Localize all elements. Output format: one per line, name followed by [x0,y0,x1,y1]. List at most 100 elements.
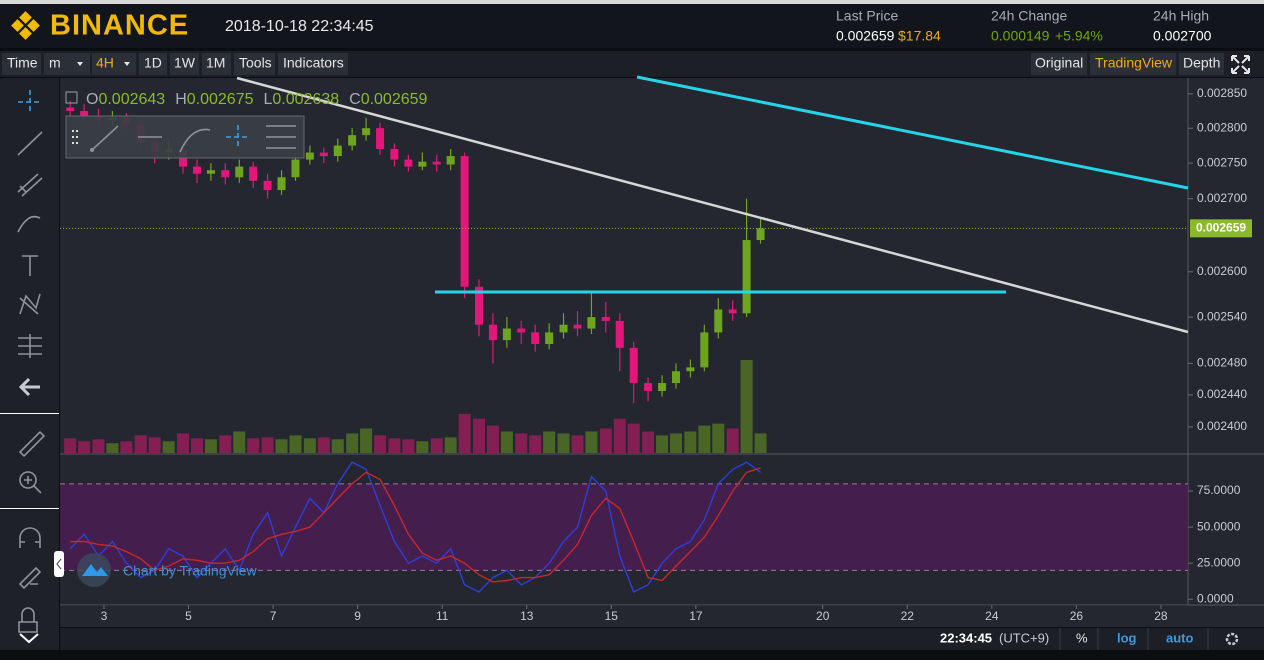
collapse-tab[interactable] [54,551,64,577]
footer [60,628,1264,650]
legend-value: 0.002638 [272,91,339,108]
candle-body [756,228,765,241]
toolbar-button[interactable] [1179,53,1224,75]
y-tick-label: 0.0000 [1197,591,1234,605]
candle-body [277,177,286,191]
legend-icon [65,91,78,104]
volume-bar [515,433,528,453]
volume-bar [204,439,217,453]
toolbar-button[interactable] [44,53,90,75]
candle-body [376,128,385,150]
x-tick-label: 28 [1154,609,1168,623]
candle-body [192,166,201,174]
candle-body [206,170,215,174]
toolbar-button[interactable] [139,53,167,75]
stat-value: 0.000149 [991,28,1050,44]
footer-option[interactable]: log [1117,630,1137,645]
toolbar-button[interactable] [2,53,41,75]
dropdown-arrow [77,62,83,66]
volume-bar [247,438,260,453]
volume-bar [148,437,161,453]
y-tick-label: 0.002750 [1197,155,1247,169]
candle-body [672,371,681,384]
volume-bar [430,438,443,453]
volume-bar [190,438,203,453]
volume-bar [219,435,232,453]
settings-icon[interactable] [1225,632,1239,646]
toolbar-button[interactable] [170,53,199,75]
candle-body [587,317,596,329]
volume-bar [458,413,471,453]
stat-label: Last Price [836,8,898,24]
volume-bar [388,438,401,453]
price-axis [1188,78,1264,627]
fullscreen-icon[interactable] [1231,55,1250,74]
candle-body [714,309,723,333]
toolbar-label: Time [7,55,38,71]
trend-line[interactable] [236,76,1189,334]
candle-body [559,324,568,333]
volume-bar [374,435,387,453]
footer-time: 22:34:45 [940,630,992,645]
x-tick-label: 13 [520,609,534,623]
candle-body [615,320,624,348]
x-tick-label: 26 [1070,609,1084,623]
x-tick-label: 9 [354,609,361,623]
plot: 0.002850 0.002800 0.002750 0.002700 0.002600… [60,86,1252,623]
x-tick-label: 17 [689,609,703,623]
stat-label: 24h High [1153,8,1209,24]
legend-key: C [349,91,361,108]
footer-option[interactable]: auto [1166,630,1194,645]
toolbar-label: 1D [144,55,162,71]
toolbar-button[interactable] [234,53,275,75]
candle-body [446,156,455,165]
candle-body [235,166,244,178]
watermark: Chart by TradingView [123,563,257,579]
footer-option[interactable]: % [1076,630,1088,645]
candle-body [502,328,511,341]
trend-line[interactable] [636,75,1189,190]
volume-bar [346,433,359,453]
toolbar-button[interactable] [278,53,348,75]
candle-body [432,161,441,165]
band-fill [60,483,1188,571]
candle-body [305,152,314,160]
candle-body [333,145,342,157]
volume-bar [360,428,373,453]
x-tick-label: 3 [101,609,108,623]
y-tick-label: 0.002480 [1197,356,1247,370]
header [0,4,1264,48]
volume-bar [261,437,274,453]
candle-body [66,107,75,111]
candle-body [362,128,371,136]
toolbar-button[interactable] [202,53,231,75]
volume-bar [106,443,119,453]
volume-bar [472,418,485,453]
volume-bar [331,439,344,453]
candle-body [629,347,638,384]
volume-bar [571,435,584,453]
collapse-arrow [56,558,62,570]
candle-body [488,324,497,341]
toolbar-button[interactable] [92,53,136,75]
volume-bar [500,431,513,453]
x-tick-label: 15 [605,609,619,623]
toolbar-label: Depth [1183,55,1220,71]
volume-bar [627,423,640,453]
volume-bar [670,433,683,453]
volume-bar [754,433,767,453]
toolbar-label: Original [1035,55,1083,71]
volume-bar [92,439,105,453]
stat-value: 0.002659 [836,28,895,44]
legend-value: 0.002659 [361,91,428,108]
volume-bar [486,425,499,453]
legend-value: 0.002675 [187,91,254,108]
volume-bar [684,431,697,453]
toolbar-button[interactable] [1031,53,1087,75]
stat-value: 0.002700 [1153,28,1212,44]
volume-bar [289,435,302,453]
legend-key: L [263,91,272,108]
toolbar-button[interactable] [1090,53,1176,75]
candle-body [291,159,300,178]
